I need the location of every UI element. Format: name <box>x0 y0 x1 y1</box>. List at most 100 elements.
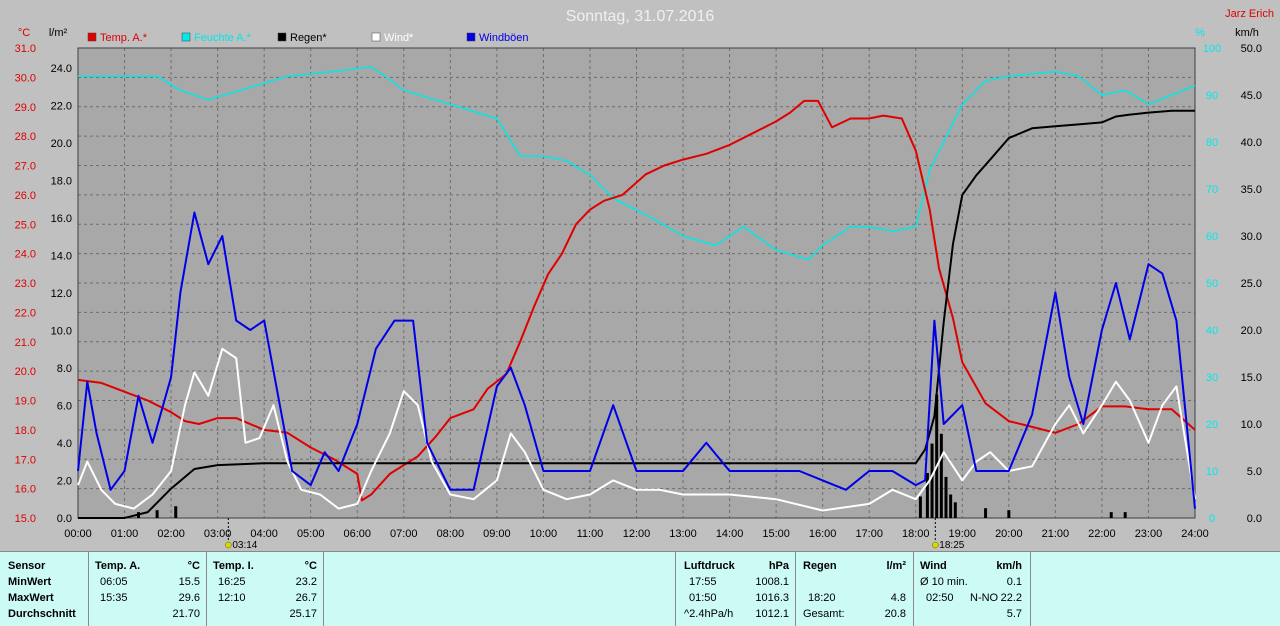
y-temp-tick-label: 25.0 <box>15 219 36 231</box>
chart-title: Sonntag, 31.07.2016 <box>566 8 715 25</box>
legend-swatch <box>181 32 191 42</box>
x-tick-label: 21:00 <box>1042 528 1070 540</box>
y-wind-tick-label: 5.0 <box>1247 466 1262 478</box>
y-temp-tick-label: 31.0 <box>15 43 36 55</box>
series-lines <box>77 66 1196 519</box>
y-temp-tick-label: 20.0 <box>15 366 36 378</box>
rain-total: 20.8 <box>884 608 906 620</box>
y-humidity-tick-label: 0 <box>1209 513 1215 525</box>
series-line-temp-a <box>77 99 1196 502</box>
legend-label: Regen* <box>290 32 327 44</box>
divider <box>206 552 207 626</box>
pressure-avg: 1012.1 <box>755 608 789 620</box>
pressure-unit: hPa <box>768 560 789 572</box>
rain-bar <box>953 502 957 518</box>
legend-label: Temp. A.* <box>100 32 148 44</box>
temp-i-min-time: 16:25 <box>218 576 246 588</box>
x-tick-label: 15:00 <box>762 528 790 540</box>
wind-max-val: 22.2 <box>1000 592 1022 604</box>
legend-label: Windböen <box>479 32 529 44</box>
y-wind-tick-label: 30.0 <box>1241 231 1262 243</box>
x-tick-label: 23:00 <box>1135 528 1163 540</box>
marker-icon <box>932 541 939 549</box>
y-rain-tick-label: 12.0 <box>51 288 72 300</box>
rain-bar <box>155 510 159 518</box>
x-tick-label: 06:00 <box>343 528 371 540</box>
temp-a-min-val: 15.5 <box>178 576 200 588</box>
weather-chart: 00:00 01:00 02:00 03:00 04:00 05:00 06:00 07:00… <box>15 8 1274 551</box>
x-tick-label: 14:00 <box>716 528 744 540</box>
y-rain-tick-label: 20.0 <box>51 138 72 150</box>
y-wind-tick-label: 0.0 <box>1247 513 1262 525</box>
x-tick-label: 22:00 <box>1088 528 1116 540</box>
pressure-max-time: 01:50 <box>689 592 717 604</box>
x-tick-label: 12:00 <box>623 528 651 540</box>
y-wind-tick-label: 15.0 <box>1241 372 1262 384</box>
x-tick-label: 19:00 <box>949 528 977 540</box>
x-tick-label: 18:00 <box>902 528 930 540</box>
rain-unit: l/m² <box>886 560 906 572</box>
x-tick-label: 09:00 <box>483 528 511 540</box>
x-tick-label: 05:00 <box>297 528 325 540</box>
y-humidity-tick-label: 70 <box>1206 184 1218 196</box>
wind-max-dir: N-NO <box>970 592 999 604</box>
y-wind-tick-label: 40.0 <box>1241 137 1262 149</box>
divider <box>795 552 796 626</box>
legend-swatch <box>277 32 287 42</box>
y-temp-tick-label: 23.0 <box>15 278 36 290</box>
temp-i-unit: °C <box>304 560 317 572</box>
marker-label: 18:25 <box>939 540 964 551</box>
y-temp-tick-label: 27.0 <box>15 161 36 173</box>
y-rain-tick-label: 8.0 <box>57 363 72 375</box>
marker-icon <box>225 541 232 549</box>
y-wind-tick-label: 20.0 <box>1241 325 1262 337</box>
series-line-regen <box>78 109 1195 519</box>
y-rain-tick-label: 18.0 <box>51 176 72 188</box>
wind-avg: 5.7 <box>1006 608 1022 620</box>
x-tick-label: 13:00 <box>669 528 697 540</box>
unit-humidity: % <box>1195 27 1205 39</box>
temp-i-max-val: 26.7 <box>295 592 317 604</box>
pressure-min-time: 17:55 <box>689 576 717 588</box>
rain-bar <box>1007 510 1011 518</box>
row-label-max: MaxWert <box>8 592 54 604</box>
temp-a-max-val: 29.6 <box>178 592 200 604</box>
legend-label: Feuchte A.* <box>194 32 252 44</box>
rain-bar <box>949 494 953 518</box>
pressure-header: Luftdruck <box>684 560 735 572</box>
x-tick-label: 04:00 <box>250 528 278 540</box>
y-temp-tick-label: 29.0 <box>15 102 36 114</box>
rain-bar <box>930 443 934 518</box>
x-tick-label: 11:00 <box>577 528 604 540</box>
y-temp-tick-label: 21.0 <box>15 337 36 349</box>
y-rain-tick-label: 0.0 <box>57 513 72 525</box>
y-rain-tick-label: 2.0 <box>57 476 72 488</box>
legend-swatch <box>87 32 97 42</box>
rain-bar <box>984 508 988 518</box>
series-line-feuchte-a <box>78 66 1196 261</box>
y-temp-tick-label: 16.0 <box>15 484 36 496</box>
rain-bar <box>1123 512 1127 518</box>
x-tick-label: 02:00 <box>157 528 185 540</box>
y-humidity-tick-label: 60 <box>1206 231 1218 243</box>
x-tick-label: 08:00 <box>437 528 465 540</box>
y-humidity-tick-label: 40 <box>1206 325 1218 337</box>
legend: Temp. A.* Feuchte A.* Regen* Wind* Windböen <box>87 32 529 44</box>
y-temp-tick-label: 18.0 <box>15 425 36 437</box>
y-temp-tick-label: 28.0 <box>15 131 36 143</box>
y-temp-tick-label: 22.0 <box>15 307 36 319</box>
y-rain-tick-label: 10.0 <box>51 326 72 338</box>
rain-bar <box>918 496 922 518</box>
temp-a-unit: °C <box>187 560 200 572</box>
wind-unit: km/h <box>996 560 1022 572</box>
pressure-max-val: 1016.3 <box>755 592 789 604</box>
y-rain-tick-label: 14.0 <box>51 251 72 263</box>
rain-bar <box>1109 512 1113 518</box>
y-wind-tick-label: 25.0 <box>1241 278 1262 290</box>
x-tick-label: 20:00 <box>995 528 1023 540</box>
series-line-windb-en <box>77 211 1196 509</box>
y-wind-tick-label: 35.0 <box>1241 184 1262 196</box>
plot-border <box>77 47 1196 519</box>
y-humidity-tick-label: 10 <box>1206 466 1218 478</box>
y-humidity-tick-label: 50 <box>1206 278 1218 290</box>
